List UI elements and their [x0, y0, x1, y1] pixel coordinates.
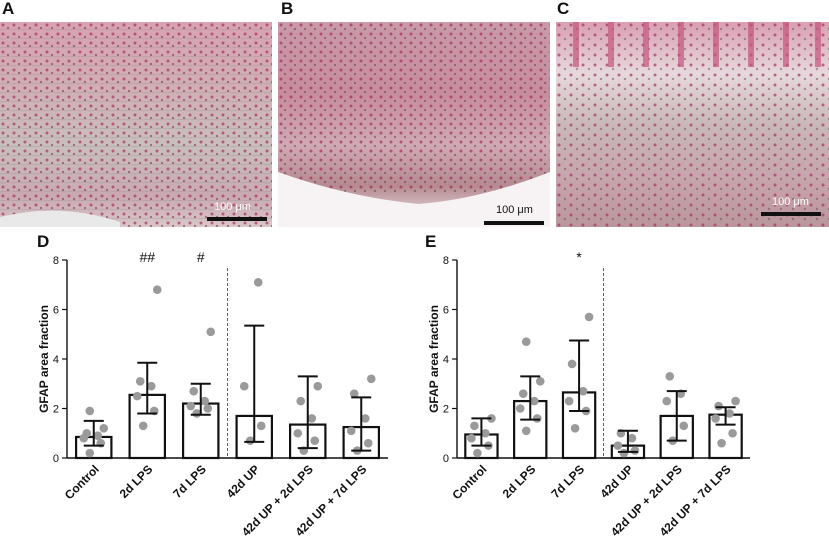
x-tick-label: 2d LPS	[500, 462, 539, 501]
data-point	[349, 389, 359, 398]
scale-bar-b	[484, 221, 544, 225]
data-point	[310, 436, 320, 445]
data-point	[529, 396, 539, 406]
y-axis-label: GFAP area fraction	[37, 305, 51, 413]
scale-label-c: 100 μm	[772, 196, 809, 208]
y-tick-label: 0	[53, 453, 59, 465]
data-point	[85, 406, 95, 416]
histology-image-a	[0, 22, 272, 227]
data-point	[521, 337, 531, 346]
data-point	[253, 277, 263, 287]
data-point	[186, 401, 196, 411]
data-point	[521, 426, 531, 436]
x-tick-label: Control	[62, 462, 102, 502]
data-point	[535, 376, 545, 386]
data-point	[360, 414, 370, 423]
data-point	[627, 433, 637, 443]
panel-letter-c: C	[557, 0, 570, 18]
data-point	[518, 389, 528, 398]
panel-letter-e: E	[425, 232, 437, 251]
histology-texture-a	[0, 22, 272, 227]
data-point	[613, 441, 623, 450]
data-point	[99, 424, 109, 433]
significance-annotation: #	[197, 249, 205, 265]
data-point	[206, 327, 216, 337]
data-point	[473, 448, 482, 458]
data-point	[296, 396, 306, 406]
data-point	[662, 396, 672, 406]
data-point	[346, 426, 356, 436]
data-point	[85, 448, 95, 458]
scale-bar-a	[207, 217, 267, 221]
histology-image-c	[556, 22, 829, 227]
data-point	[363, 438, 373, 448]
data-point	[135, 376, 145, 386]
y-tick-label: 8	[443, 255, 449, 267]
data-point	[470, 421, 479, 431]
x-tick-label: 42d UP	[224, 462, 263, 501]
data-point	[467, 433, 476, 443]
bar-chart-e: 0 2 4 6 8 GFAP area fraction Control 2d LPS 7d L…	[427, 249, 750, 539]
data-point	[203, 404, 213, 413]
data-point	[578, 386, 588, 396]
data-point	[366, 374, 376, 384]
data-point	[728, 428, 737, 438]
y-tick-label: 6	[53, 305, 59, 317]
histology-image-b	[278, 22, 550, 227]
y-tick-label: 4	[443, 354, 449, 366]
data-point	[567, 359, 577, 369]
y-tick-label: 0	[443, 453, 449, 465]
panel-letter-d: D	[37, 232, 50, 251]
data-point	[256, 421, 266, 431]
x-tick-label: 7d LPS	[170, 462, 209, 501]
data-point	[239, 381, 249, 391]
y-tick-label: 6	[443, 305, 449, 317]
significance-annotation: ##	[139, 249, 155, 265]
data-point	[481, 428, 490, 438]
data-point	[725, 409, 734, 418]
data-point	[82, 428, 92, 438]
data-point	[138, 421, 148, 431]
data-point	[532, 414, 542, 423]
panel-letter-a: A	[2, 0, 15, 18]
significance-annotation: *	[576, 249, 582, 265]
data-point	[132, 391, 142, 401]
data-point	[93, 431, 103, 441]
x-tick-label: 7d LPS	[549, 462, 588, 501]
data-point	[630, 446, 640, 455]
histology-texture-b	[278, 22, 550, 227]
data-point	[146, 381, 156, 391]
bar-chart-d: 0 2 4 6 8 GFAP area fraction Control 2d LPS ## 7d…	[37, 249, 388, 539]
data-point	[714, 401, 723, 411]
y-tick-label: 8	[53, 255, 59, 267]
data-point	[564, 396, 574, 406]
data-point	[711, 414, 720, 423]
data-point	[679, 421, 689, 431]
data-point	[313, 381, 323, 391]
data-point	[152, 285, 162, 294]
x-tick-label: 2d LPS	[117, 462, 156, 501]
data-point	[570, 424, 580, 433]
data-point	[584, 312, 594, 322]
data-point	[293, 428, 303, 438]
data-point	[731, 396, 740, 406]
scale-bar-c	[761, 212, 821, 216]
y-tick-label: 4	[53, 354, 59, 366]
data-point	[665, 372, 675, 381]
y-tick-label: 2	[53, 404, 59, 416]
scale-label-a: 100 μm	[214, 201, 251, 213]
y-tick-label: 2	[443, 404, 449, 416]
data-point	[717, 438, 726, 448]
data-point	[515, 404, 525, 413]
data-point	[189, 386, 199, 396]
panel-letter-b: B	[281, 0, 294, 18]
x-tick-label: Control	[449, 462, 489, 502]
data-point	[307, 414, 317, 423]
scale-label-b: 100 μm	[496, 204, 533, 216]
histology-texture-c	[556, 22, 829, 227]
data-point	[200, 396, 210, 406]
x-tick-label: 42d UP	[597, 462, 636, 501]
data-point	[487, 414, 496, 423]
y-axis-label: GFAP area fraction	[427, 305, 441, 413]
